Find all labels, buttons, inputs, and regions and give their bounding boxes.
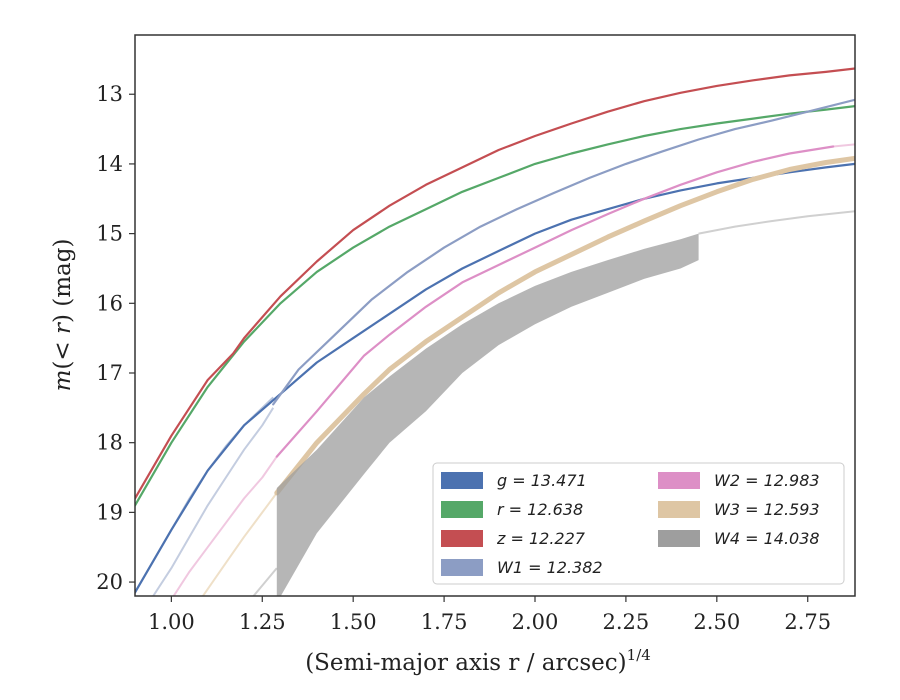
legend-label-r: r = 12.638	[497, 500, 583, 519]
y-tick-label: 18	[96, 431, 123, 455]
y-tick-label: 13	[96, 82, 123, 106]
series-w4-extrapolation	[252, 567, 278, 596]
x-tick-label: 2.75	[784, 610, 831, 634]
legend-label-z: z = 12.227	[496, 529, 586, 548]
y-tick-label: 19	[96, 500, 123, 524]
legend-swatch-r	[441, 501, 483, 518]
x-tick-label: 1.00	[148, 610, 195, 634]
series-w4-band	[276, 233, 699, 596]
y-tick-label: 17	[96, 361, 123, 385]
series-w2-extrapolation	[172, 456, 278, 596]
legend-label-g: g = 13.471	[497, 471, 587, 490]
series-r-line	[135, 104, 855, 507]
y-tick-label: 20	[96, 570, 123, 594]
legend-swatch-w2	[658, 472, 700, 489]
legend-swatch-w3	[658, 501, 700, 518]
x-axis-title: (Semi-major axis r / arcsec)1/4	[305, 646, 651, 676]
x-axis: 1.00 1.25 1.50 1.75 2.00 2.25 2.50 2.75	[148, 596, 831, 634]
x-tick-label: 2.50	[693, 610, 740, 634]
series-g-line	[135, 162, 855, 594]
y-axis: 13 14 15 16 17 18 19 20	[96, 82, 135, 594]
series-w3-line	[274, 155, 855, 496]
plot-area	[135, 67, 855, 596]
x-tick-label: 1.25	[239, 610, 286, 634]
x-tick-label: 2.00	[512, 610, 559, 634]
series-w2-extension	[833, 143, 855, 148]
legend-swatch-g	[441, 472, 483, 489]
series-z-line	[135, 67, 855, 500]
x-tick-label: 1.50	[330, 610, 377, 634]
legend-box	[432, 462, 845, 585]
series-w1-line	[272, 98, 855, 406]
legend: g = 13.471 r = 12.638 z = 12.227 W1 = 12.38…	[432, 462, 845, 585]
legend-label-w4: W4 = 14.038	[714, 529, 820, 548]
y-tick-label: 15	[96, 222, 123, 246]
y-axis-title: m(< r) (mag)	[50, 239, 76, 392]
legend-swatch-w1	[441, 559, 483, 576]
series-w1-extrapolation	[152, 407, 275, 596]
x-tick-label: 1.75	[421, 610, 468, 634]
legend-label-w1: W1 = 12.382	[497, 558, 603, 577]
legend-label-w3: W3 = 12.593	[714, 500, 820, 519]
y-tick-label: 14	[96, 152, 123, 176]
plot-frame	[134, 34, 856, 597]
series-w4-extension	[698, 210, 855, 235]
legend-swatch-z	[441, 530, 483, 547]
series-w3-extrapolation	[201, 492, 278, 596]
legend-label-w2: W2 = 12.983	[714, 471, 820, 490]
x-tick-label: 2.25	[603, 610, 650, 634]
y-tick-label: 16	[96, 291, 123, 315]
legend-swatch-w4	[658, 530, 700, 547]
series-w2-line	[275, 145, 835, 458]
